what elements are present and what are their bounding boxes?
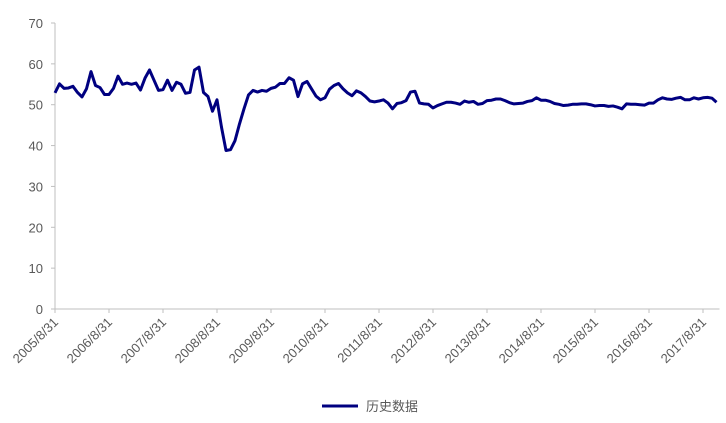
- x-tick-label: 2017/8/31: [658, 315, 710, 367]
- y-tick-label: 30: [29, 179, 43, 194]
- data-line: [53, 65, 718, 152]
- x-tick-label: 2008/8/31: [172, 315, 224, 367]
- x-tick-label: 2016/8/31: [604, 315, 656, 367]
- x-tick-label: 2006/8/31: [64, 315, 116, 367]
- y-tick-label: 60: [29, 57, 43, 72]
- x-tick-label: 2005/8/31: [10, 315, 62, 367]
- y-tick-label: 50: [29, 98, 43, 113]
- x-tick-label: 2013/8/31: [442, 315, 494, 367]
- y-tick-label: 10: [29, 261, 43, 276]
- y-tick-label: 70: [29, 16, 43, 31]
- x-tick-label: 2012/8/31: [388, 315, 440, 367]
- y-tick-label: 0: [36, 302, 43, 317]
- x-tick-label: 2007/8/31: [118, 315, 170, 367]
- x-tick-label: 2009/8/31: [226, 315, 278, 367]
- x-tick-label: 2011/8/31: [334, 315, 385, 366]
- x-tick-label: 2015/8/31: [550, 315, 602, 367]
- legend-label: 历史数据: [366, 399, 418, 414]
- x-tick-label: 2010/8/31: [280, 315, 332, 367]
- y-tick-label: 40: [29, 139, 43, 154]
- x-tick-label: 2014/8/31: [496, 315, 548, 367]
- y-tick-label: 20: [29, 220, 43, 235]
